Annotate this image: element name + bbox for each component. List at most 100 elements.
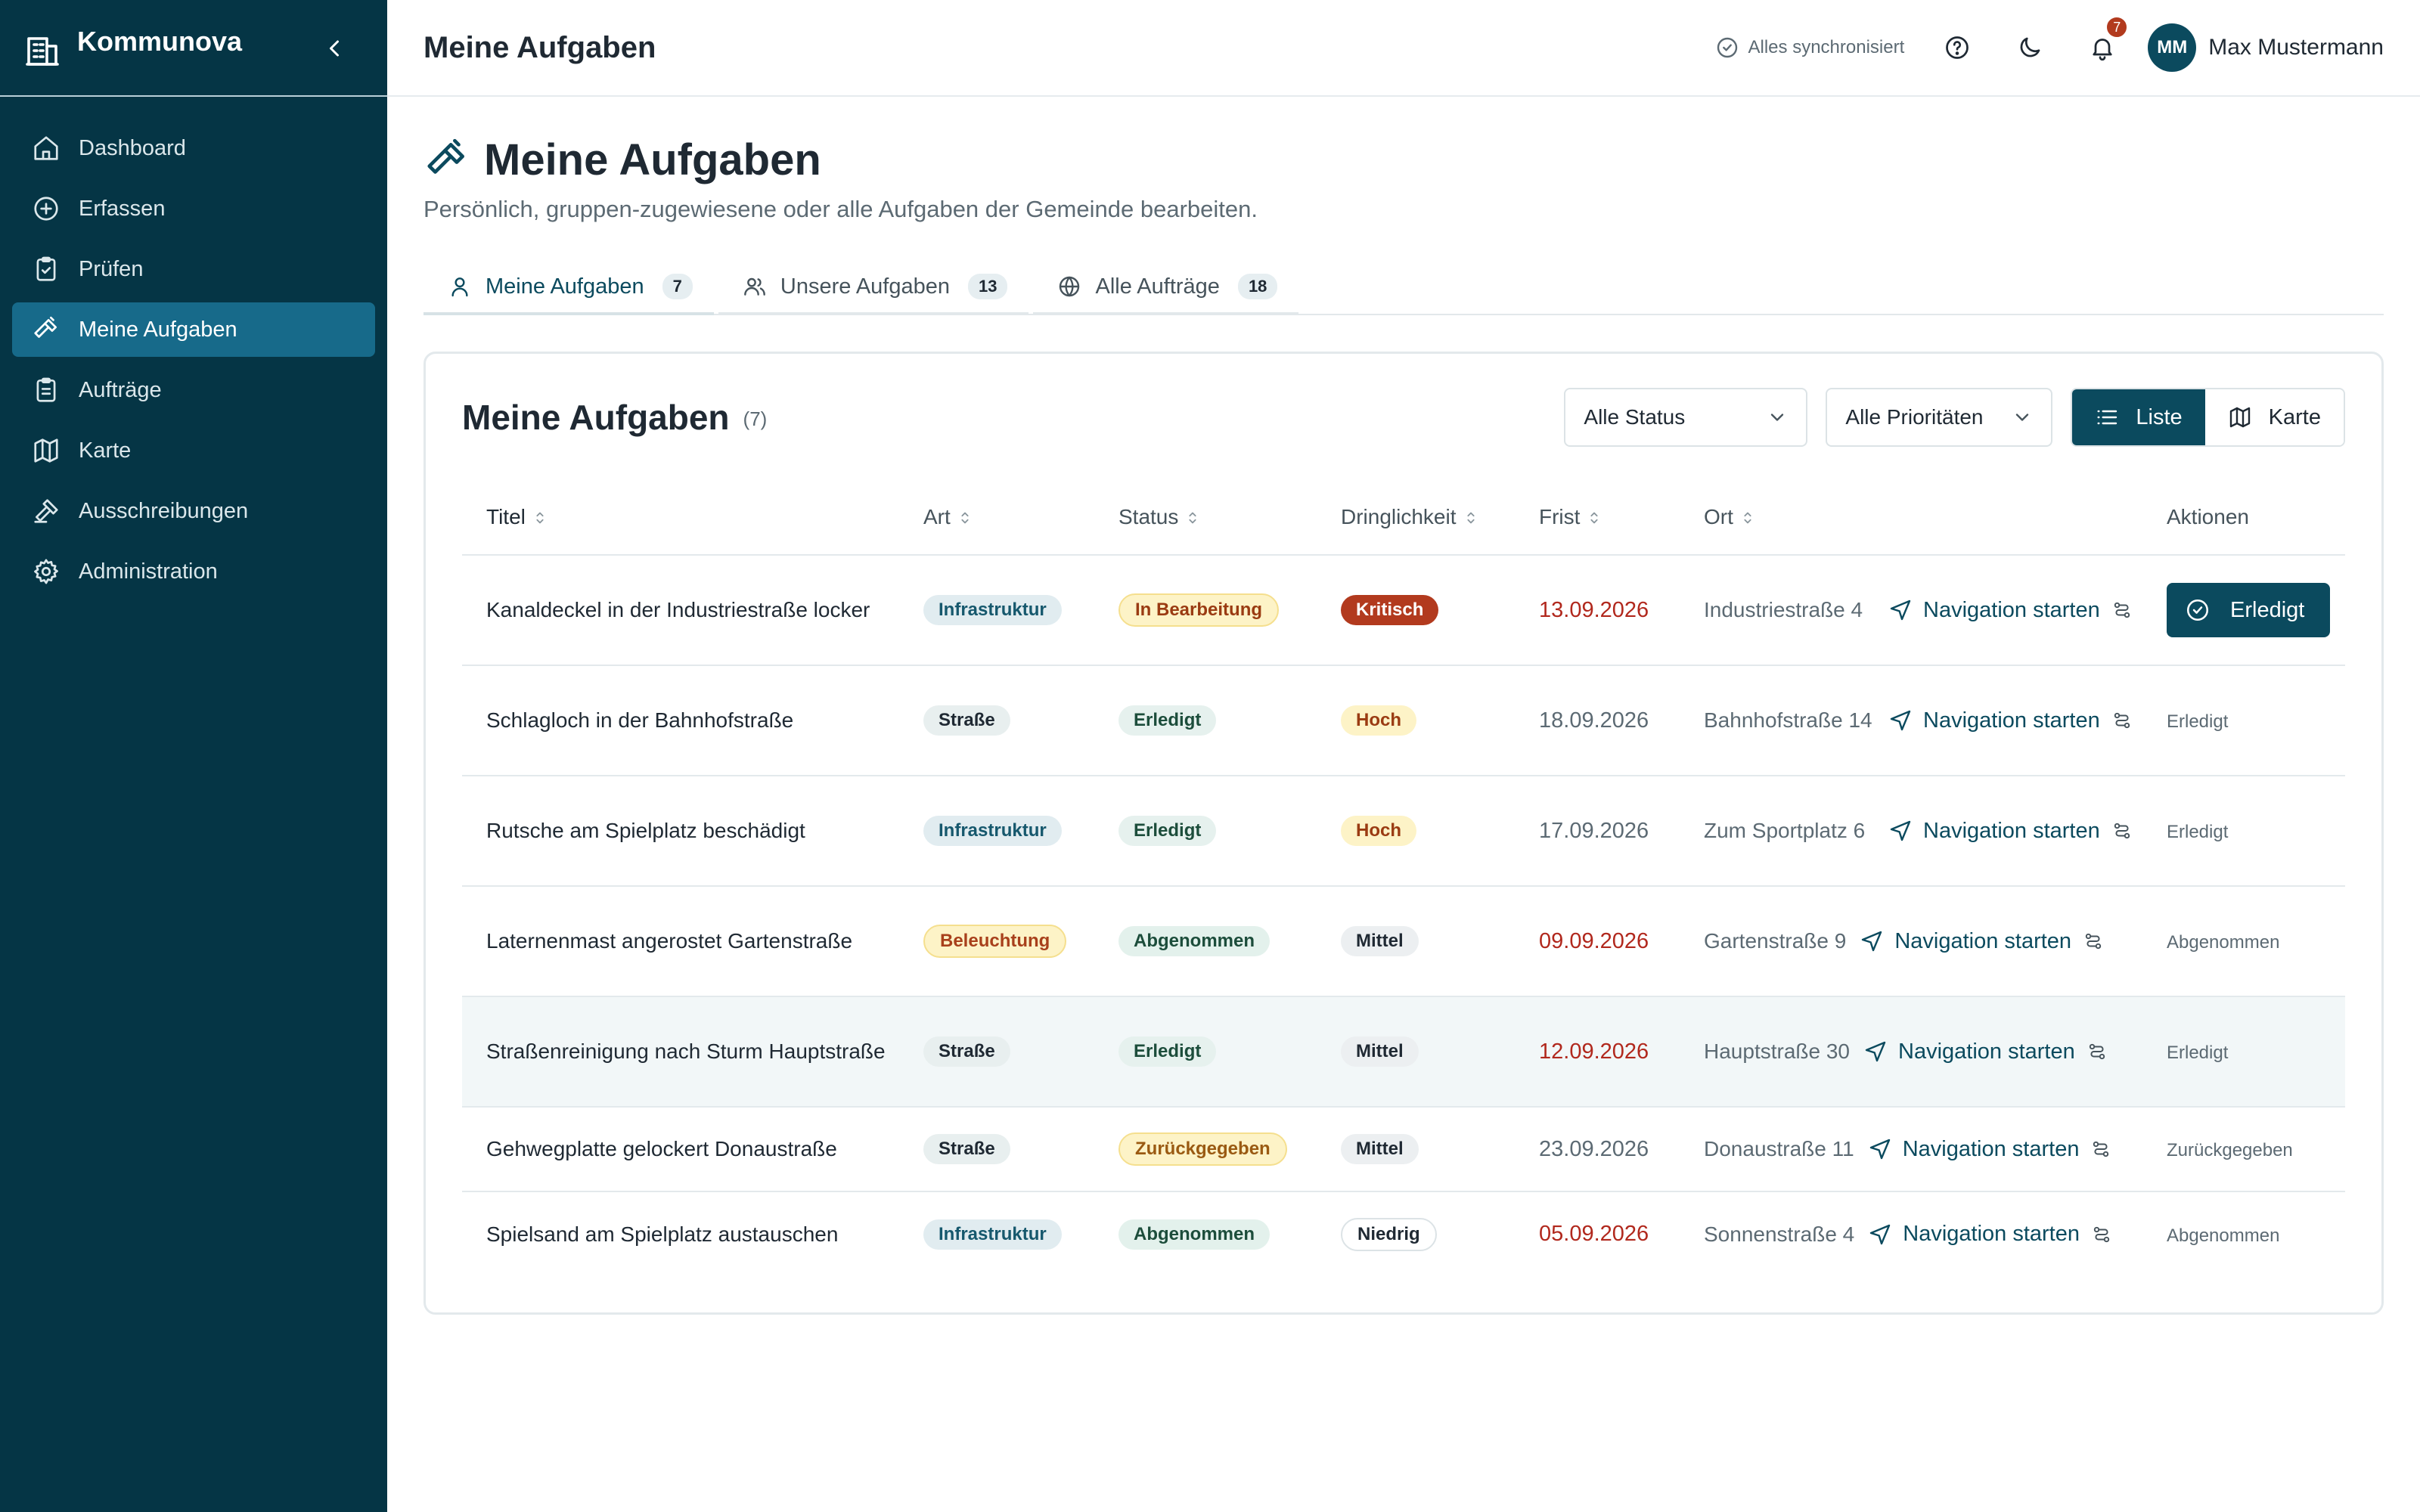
sidebar-item-auftraege[interactable]: Aufträge: [12, 363, 375, 417]
navigation-arrow-icon: [1870, 1224, 1891, 1244]
user-name[interactable]: Max Mustermann: [2208, 35, 2384, 60]
deadline-date: 18.09.2026: [1539, 708, 1649, 733]
cell-status: Abgenommen: [1094, 1191, 1317, 1276]
route-icon: [2093, 1226, 2110, 1242]
card-count: (7): [743, 407, 768, 430]
start-navigation-link[interactable]: Navigation starten: [1868, 1137, 2111, 1162]
sort-icon: [1189, 512, 1196, 524]
start-navigation-label: Navigation starten: [1902, 1136, 2080, 1161]
column-header-frist[interactable]: Frist: [1515, 479, 1680, 556]
priority-filter-select[interactable]: Alle Prioritäten: [1826, 388, 2053, 447]
route-icon: [2114, 712, 2130, 729]
list-view-button[interactable]: Liste: [2072, 389, 2205, 445]
start-navigation-link[interactable]: Navigation starten: [1868, 1222, 2111, 1247]
column-header-art[interactable]: Art: [899, 479, 1094, 556]
column-label: Aktionen: [2167, 504, 2249, 528]
notifications-button[interactable]: 7: [2089, 16, 2129, 61]
cell-title: Laternenmast angerostet Gartenstraße: [462, 886, 899, 997]
avatar[interactable]: MM: [2148, 23, 2197, 72]
cell-priority: Mittel: [1317, 886, 1515, 997]
tab-count-badge: 13: [968, 274, 1008, 299]
table-header-row: Titel Art Status Dringlichkeit Frist Ort…: [462, 479, 2345, 556]
column-header-ort[interactable]: Ort: [1680, 479, 2142, 556]
sidebar-item-dashboard[interactable]: Dashboard: [12, 121, 375, 175]
priority-badge: Hoch: [1341, 816, 1416, 846]
priority-badge: Mittel: [1341, 1134, 1419, 1164]
view-toggle: Liste Karte: [2071, 388, 2345, 447]
location-text: Hauptstraße 30: [1704, 1040, 1850, 1063]
deadline-date: 23.09.2026: [1539, 1136, 1649, 1161]
start-navigation-link[interactable]: Navigation starten: [1860, 929, 2103, 954]
sidebar-item-label: Administration: [79, 559, 218, 584]
tab-alle-auftraege[interactable]: Alle Aufträge 18: [1033, 261, 1299, 315]
gavel-icon: [34, 499, 58, 523]
table-row[interactable]: Spielsand am Spielplatz austauschen Infr…: [462, 1191, 2345, 1276]
sort-icon: [1744, 512, 1751, 524]
sidebar-item-label: Dashboard: [79, 135, 186, 160]
map-view-label: Karte: [2268, 404, 2321, 429]
status-badge: Abgenommen: [1118, 926, 1270, 956]
map-view-button[interactable]: Karte: [2204, 389, 2344, 445]
cell-priority: Kritisch: [1317, 555, 1515, 666]
sidebar-item-ausschreibungen[interactable]: Ausschreibungen: [12, 484, 375, 538]
start-navigation-link[interactable]: Navigation starten: [1888, 819, 2132, 844]
start-navigation-label: Navigation starten: [1894, 928, 2072, 953]
status-badge: Erledigt: [1118, 816, 1217, 846]
status-filter-select[interactable]: Alle Status: [1564, 388, 1808, 447]
column-header-aktionen: Aktionen: [2142, 479, 2345, 556]
moon-icon[interactable]: [2016, 34, 2043, 61]
cell-art: Infrastruktur: [899, 555, 1094, 666]
location-text: Gartenstraße 9: [1704, 929, 1847, 953]
tab-label: Alle Aufträge: [1095, 274, 1220, 299]
cell-action: Erledigt: [2142, 665, 2345, 776]
table-row[interactable]: Straßenreinigung nach Sturm Hauptstraße …: [462, 996, 2345, 1108]
column-label: Art: [923, 504, 951, 528]
cell-priority: Mittel: [1317, 1107, 1515, 1192]
art-badge: Straße: [923, 705, 1010, 736]
route-icon: [2085, 933, 2102, 950]
sidebar-item-meine-aufgaben[interactable]: Meine Aufgaben: [12, 302, 375, 357]
table-row[interactable]: Laternenmast angerostet Gartenstraße Bel…: [462, 886, 2345, 997]
sidebar-item-label: Meine Aufgaben: [79, 317, 237, 342]
users-icon: [744, 277, 765, 296]
cell-art: Infrastruktur: [899, 776, 1094, 887]
column-header-dringlichkeit[interactable]: Dringlichkeit: [1317, 479, 1515, 556]
clipboard-list-icon: [36, 377, 56, 402]
home-icon: [34, 136, 58, 160]
user-icon: [451, 277, 468, 297]
sidebar-item-administration[interactable]: Administration: [12, 544, 375, 599]
table-row[interactable]: Schlagloch in der Bahnhofstraße Straße E…: [462, 665, 2345, 776]
cell-title: Spielsand am Spielplatz austauschen: [486, 1222, 839, 1246]
navigation-arrow-icon: [1862, 931, 1882, 952]
start-navigation-link[interactable]: Navigation starten: [1863, 1040, 2107, 1064]
column-label: Titel: [486, 504, 526, 528]
card-header: Meine Aufgaben (7) Alle Status Alle Prio…: [462, 387, 2345, 448]
mark-done-button[interactable]: Erledigt: [2167, 583, 2331, 637]
tab-unsere-aufgaben[interactable]: Unsere Aufgaben 13: [718, 261, 1029, 315]
cell-action: Erledigt: [2142, 996, 2345, 1108]
tab-meine-aufgaben[interactable]: Meine Aufgaben 7: [424, 261, 714, 315]
start-navigation-label: Navigation starten: [1903, 1222, 2080, 1246]
table-row[interactable]: Gehwegplatte gelockert Donaustraße Straß…: [462, 1107, 2345, 1192]
list-view-label: Liste: [2136, 404, 2183, 429]
cell-action: Erledigt: [2142, 776, 2345, 887]
column-header-titel[interactable]: Titel: [462, 479, 899, 556]
start-navigation-link[interactable]: Navigation starten: [1888, 708, 2132, 733]
sidebar-item-pruefen[interactable]: Prüfen: [12, 242, 375, 296]
sidebar-item-karte[interactable]: Karte: [12, 423, 375, 478]
check-circle-icon: [2186, 599, 2209, 621]
table-row[interactable]: Kanaldeckel in der Industriestraße locke…: [462, 555, 2345, 666]
sidebar-item-erfassen[interactable]: Erfassen: [12, 181, 375, 236]
location-text: Bahnhofstraße 14: [1704, 708, 1872, 732]
sidebar: Kommunova Dashboard Erfassen Prüfen Mein…: [0, 0, 387, 1512]
help-icon[interactable]: [1944, 34, 1971, 61]
start-navigation-link[interactable]: Navigation starten: [1888, 598, 2132, 623]
table-row[interactable]: Rutsche am Spielplatz beschädigt Infrast…: [462, 776, 2345, 887]
action-status-text: Abgenommen: [2167, 1225, 2280, 1246]
navigation-arrow-icon: [1890, 710, 1911, 731]
deadline-date: 13.09.2026: [1539, 597, 1649, 622]
cell-status: Erledigt: [1094, 776, 1317, 887]
column-header-status[interactable]: Status: [1094, 479, 1317, 556]
deadline-date: 12.09.2026: [1539, 1039, 1649, 1064]
chevron-left-icon[interactable]: [321, 35, 348, 62]
